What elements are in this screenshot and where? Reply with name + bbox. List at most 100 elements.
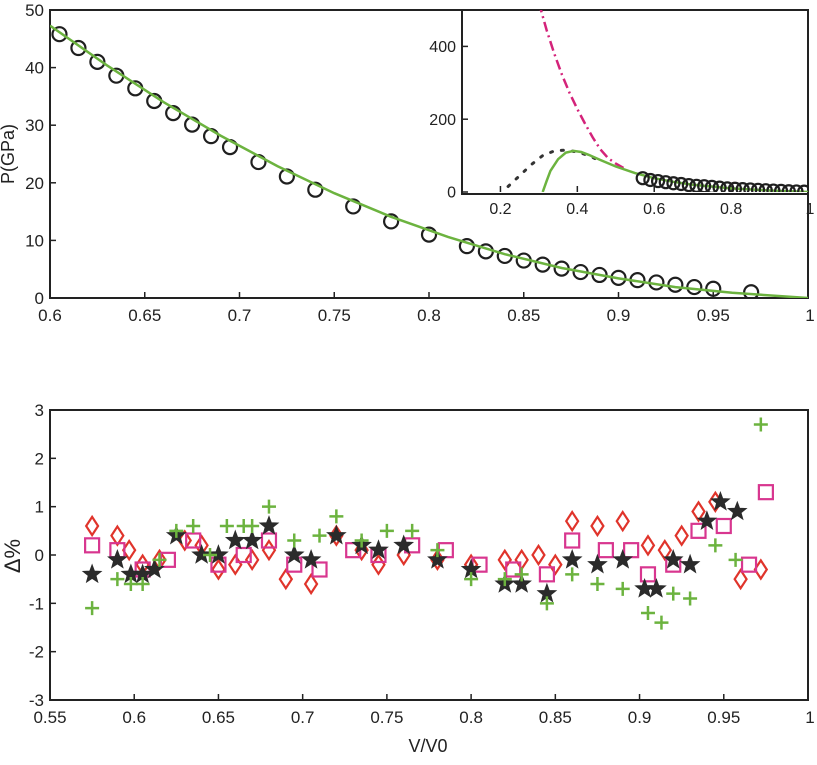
data-point-star (326, 524, 347, 545)
data-point-plus (110, 572, 125, 587)
data-point-star (144, 558, 165, 579)
series-plus (85, 417, 768, 630)
data-point-star (81, 563, 103, 584)
data-point-circle (705, 280, 722, 297)
data-point-plus (514, 567, 529, 582)
y-tick-label: -2 (29, 643, 44, 662)
bottom-frame (49, 409, 809, 701)
data-point-circle (383, 213, 400, 230)
data-point-star (561, 548, 583, 569)
data-point-square (505, 561, 522, 578)
data-point-plus (135, 577, 150, 591)
x-tick-label: 0.6 (38, 306, 62, 325)
y-tick-label: 50 (25, 1, 44, 20)
data-point-plus (169, 523, 184, 538)
data-point-circle (51, 26, 68, 43)
data-point-diamond (177, 529, 193, 552)
data-point-diamond (84, 514, 100, 538)
data-point-plus (615, 581, 630, 596)
data-point-diamond (228, 553, 243, 576)
data-point-circle (750, 182, 766, 192)
data-point-star (107, 548, 128, 569)
data-point-plus (640, 606, 655, 620)
data-point-square (260, 532, 278, 549)
data-point-star (393, 534, 415, 555)
data-point-circle (720, 181, 735, 192)
data-point-square (690, 522, 707, 539)
bottom-marks (81, 417, 774, 630)
x-tick-label: 0.75 (370, 708, 403, 727)
x-tick-label: 0.55 (33, 708, 66, 727)
data-point-plus (590, 577, 605, 591)
data-point-plus (497, 572, 512, 587)
data-point-circle (704, 179, 719, 192)
data-point-plus (152, 552, 167, 567)
data-point-plus (379, 523, 394, 538)
data-point-star (258, 515, 280, 535)
x-tick-label: 1 (805, 708, 814, 727)
data-point-star (726, 500, 748, 521)
series-circle (635, 171, 808, 192)
x-tick-label: 0.7 (291, 708, 315, 727)
data-point-diamond (278, 568, 294, 591)
top-main-marks (50, 24, 808, 298)
y-tick-label: -1 (29, 594, 44, 613)
data-point-circle (797, 184, 808, 192)
data-point-diamond (211, 558, 226, 581)
data-point-star (427, 548, 448, 569)
series-line (50, 24, 808, 298)
bottom-x-label: V/V0 (408, 736, 447, 756)
data-point-square (564, 532, 581, 549)
data-point-square (623, 542, 640, 559)
data-point-plus (430, 543, 445, 558)
y-tick-label: 3 (35, 401, 44, 420)
data-point-circle (666, 176, 681, 191)
top-inset-y-ticks: 0 200 400 (429, 39, 468, 202)
top-main-x-ticks: 0.6 0.65 0.7 0.75 0.8 0.85 0.9 0.95 1 (38, 292, 815, 325)
series-line (539, 10, 625, 170)
data-point-plus (123, 577, 138, 591)
data-point-circle (658, 175, 673, 190)
y-tick-label: 1 (35, 498, 44, 517)
data-point-diamond (615, 510, 630, 533)
data-point-circle (766, 183, 781, 192)
series-square (84, 484, 774, 583)
x-tick-label: 0.95 (697, 306, 730, 325)
data-point-square (740, 556, 758, 573)
x-tick-label: 0.2 (489, 201, 511, 218)
y-tick-label: 2 (35, 449, 44, 468)
data-point-plus (329, 509, 344, 524)
series-line (50, 24, 808, 298)
data-point-circle (674, 176, 689, 192)
data-point-star (283, 544, 305, 564)
y-tick-label: 30 (25, 116, 44, 135)
data-point-square (235, 546, 252, 564)
top-main-plot: 0.6 0.65 0.7 0.75 0.8 0.85 0.9 0.95 1 0102030405… (0, 1, 815, 325)
data-point-star (646, 577, 667, 598)
data-point-star (696, 510, 718, 530)
x-tick-label: 0.9 (607, 306, 631, 325)
data-point-diamond (303, 572, 319, 596)
y-tick-label: -3 (29, 691, 44, 710)
data-point-square (757, 484, 774, 501)
data-point-diamond (590, 514, 605, 538)
data-point-circle (781, 184, 796, 192)
series-circle (51, 26, 760, 298)
data-point-star (241, 529, 263, 550)
data-point-circle (743, 182, 758, 192)
data-point-circle (789, 184, 804, 192)
data-point-plus (354, 533, 369, 548)
series-dashdot (539, 10, 625, 170)
data-point-circle (458, 238, 475, 255)
data-point-star (368, 539, 389, 559)
data-point-plus (654, 615, 669, 630)
data-point-circle (345, 198, 362, 215)
bottom-y-ticks: -3 -2 -1 0 1 2 3 (29, 401, 56, 710)
data-point-square (311, 561, 328, 578)
data-point-circle (773, 183, 789, 192)
data-point-diamond (244, 548, 260, 571)
x-tick-label: 0.95 (707, 708, 740, 727)
top-inset-marks (506, 10, 808, 192)
data-point-star (208, 544, 229, 564)
y-tick-label: 40 (25, 59, 44, 78)
